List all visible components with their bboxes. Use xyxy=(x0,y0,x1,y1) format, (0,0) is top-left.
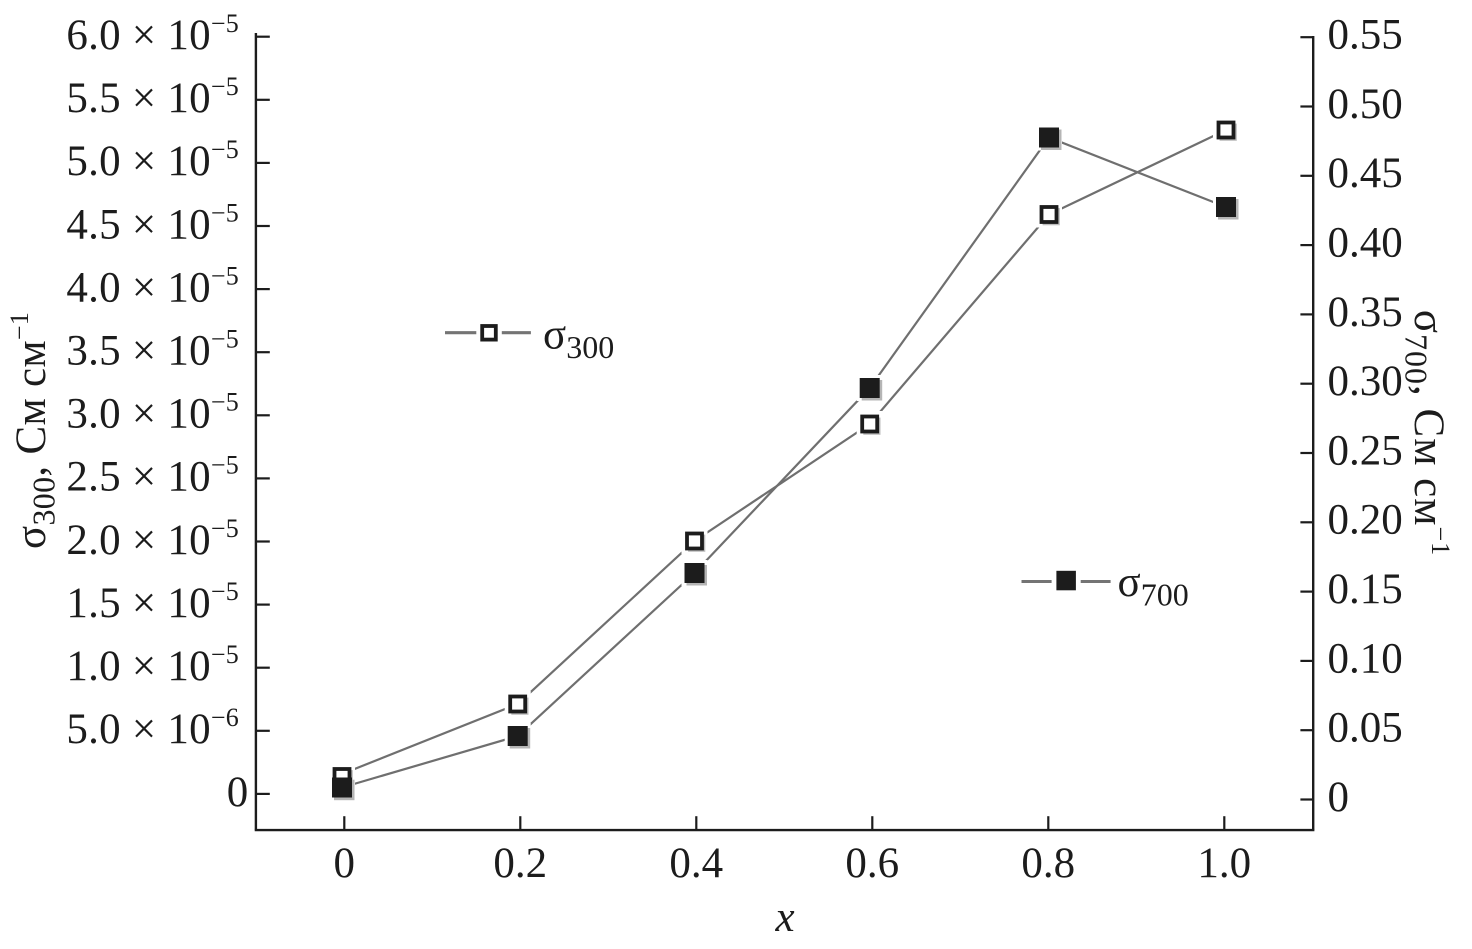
svg-text:0.4: 0.4 xyxy=(669,840,723,887)
svg-text:5.0 × 10−6: 5.0 × 10−6 xyxy=(66,703,239,753)
svg-text:5.5 × 10−5: 5.5 × 10−5 xyxy=(66,72,239,122)
svg-text:3.0 × 10−5: 3.0 × 10−5 xyxy=(66,388,239,438)
svg-text:0: 0 xyxy=(334,840,356,887)
svg-text:0.10: 0.10 xyxy=(1328,635,1403,682)
svg-text:1.0 × 10−5: 1.0 × 10−5 xyxy=(66,640,239,690)
svg-text:0.50: 0.50 xyxy=(1328,81,1403,128)
svg-text:x: x xyxy=(774,894,794,941)
svg-text:0.35: 0.35 xyxy=(1328,289,1403,336)
svg-text:3.5 × 10−5: 3.5 × 10−5 xyxy=(66,325,239,375)
svg-text:1.5 × 10−5: 1.5 × 10−5 xyxy=(66,577,239,627)
svg-text:0.2: 0.2 xyxy=(493,840,547,887)
svg-text:2.0 × 10−5: 2.0 × 10−5 xyxy=(66,514,239,564)
svg-text:0.40: 0.40 xyxy=(1328,220,1403,267)
svg-text:0.20: 0.20 xyxy=(1328,497,1403,544)
svg-text:0.45: 0.45 xyxy=(1328,150,1403,197)
svg-text:0.8: 0.8 xyxy=(1021,840,1075,887)
svg-text:5.0 × 10−5: 5.0 × 10−5 xyxy=(66,135,239,185)
svg-text:1.0: 1.0 xyxy=(1197,840,1251,887)
svg-text:0.15: 0.15 xyxy=(1328,566,1403,613)
svg-text:0.55: 0.55 xyxy=(1328,12,1403,59)
svg-text:0: 0 xyxy=(227,769,249,816)
svg-text:6.0 × 10−5: 6.0 × 10−5 xyxy=(66,9,239,59)
svg-text:4.0 × 10−5: 4.0 × 10−5 xyxy=(66,261,239,311)
svg-text:0.6: 0.6 xyxy=(845,840,899,887)
svg-text:2.5 × 10−5: 2.5 × 10−5 xyxy=(66,451,239,501)
svg-text:0: 0 xyxy=(1328,774,1350,821)
svg-text:0.05: 0.05 xyxy=(1328,705,1403,752)
svg-text:0.25: 0.25 xyxy=(1328,427,1403,474)
svg-text:4.5 × 10−5: 4.5 × 10−5 xyxy=(66,198,239,248)
svg-text:0.30: 0.30 xyxy=(1328,358,1403,405)
